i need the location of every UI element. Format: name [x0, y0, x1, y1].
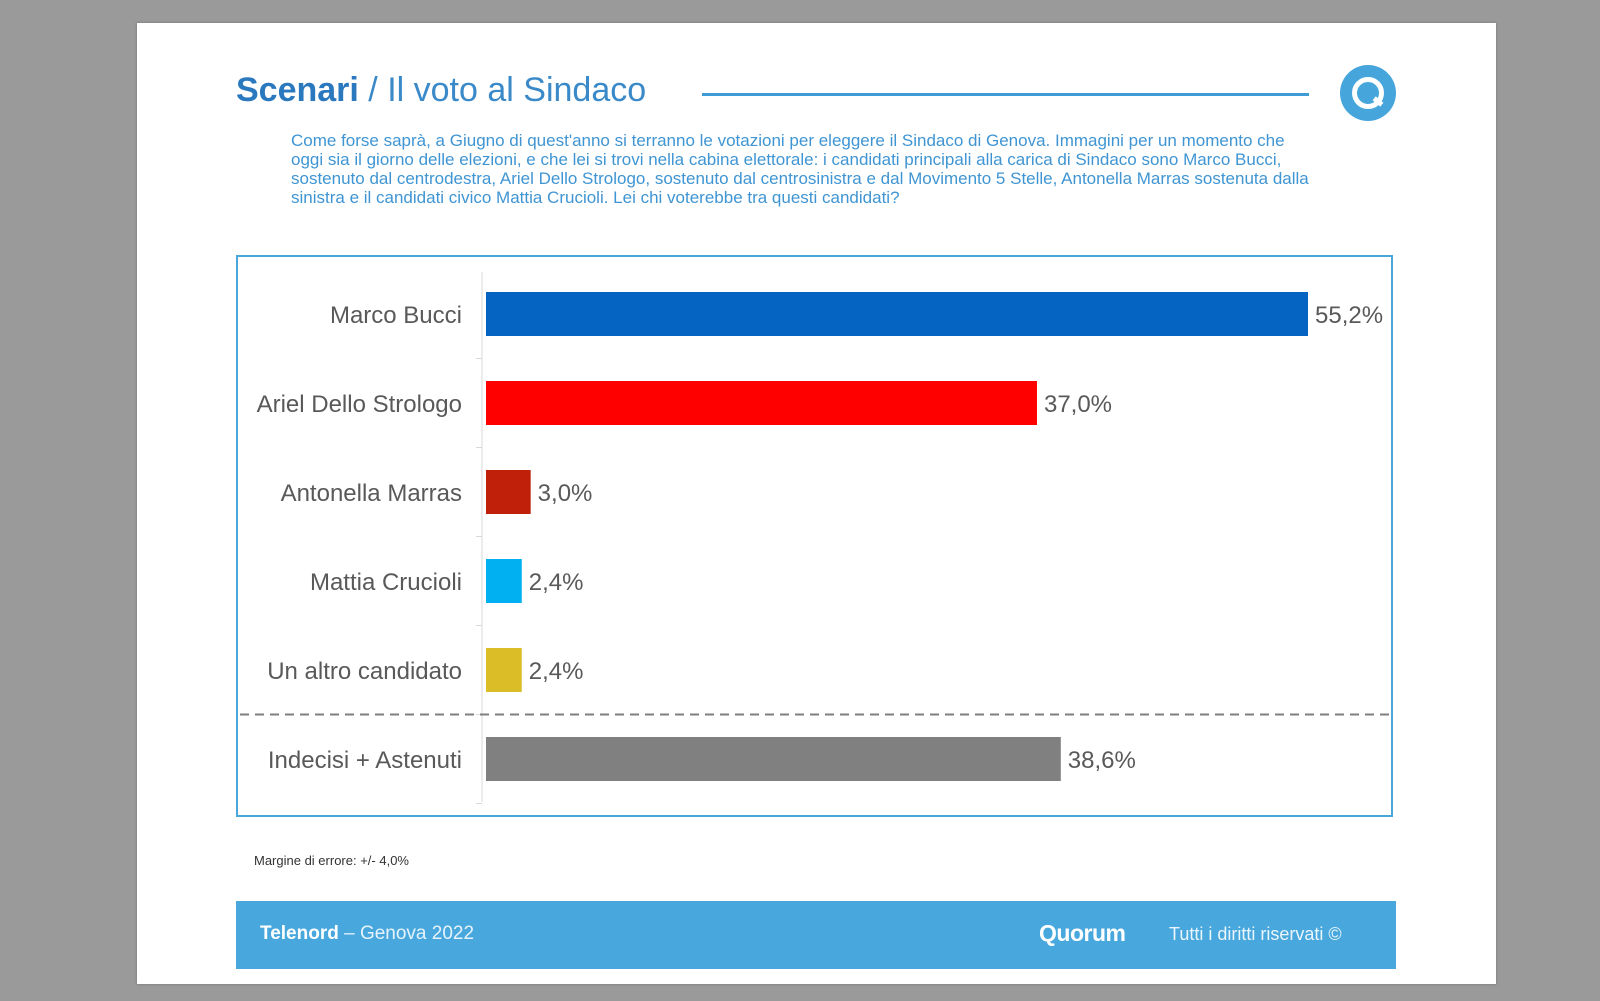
footer-rights: Tutti i diritti riservati ©: [1169, 924, 1342, 944]
category-label: Ariel Dello Strologo: [257, 391, 462, 418]
data-label: 38,6%: [1068, 747, 1136, 774]
survey-question: Come forse saprà, a Giugno di quest'anno…: [291, 131, 1309, 207]
footer-brand: Telenord: [260, 923, 339, 944]
bar-3: [486, 470, 531, 514]
category-label: Mattia Crucioli: [310, 569, 462, 596]
bar-1: [486, 292, 1308, 336]
page-title: Scenari / Il voto al Sindaco: [236, 71, 646, 110]
bar-5: [486, 648, 522, 692]
title-strong: Scenari: [236, 71, 359, 109]
footer-credit: Telenord – Genova 2022: [260, 923, 474, 945]
footer-bar: Telenord – Genova 2022 Quorum Tutti i di…: [236, 901, 1396, 969]
data-label: 3,0%: [538, 480, 593, 507]
chart-frame: Marco Bucci 55,2% Ariel Dello Strologo 37,0…: [236, 255, 1393, 817]
data-label: 2,4%: [529, 658, 584, 685]
category-label: Un altro candidato: [267, 658, 462, 685]
data-label: 55,2%: [1315, 302, 1383, 329]
category-label: Indecisi + Astenuti: [268, 747, 462, 774]
bar-6: [486, 737, 1061, 781]
bar-chart: Marco Bucci 55,2% Ariel Dello Strologo 37,0…: [240, 272, 1393, 804]
bar-4: [486, 559, 522, 603]
slide: Scenari / Il voto al Sindaco Come forse …: [137, 23, 1496, 984]
title-rest: / Il voto al Sindaco: [358, 71, 647, 109]
footer-subtitle: – Genova 2022: [338, 923, 475, 944]
data-label: 37,0%: [1044, 391, 1112, 418]
title-rule: [702, 93, 1309, 96]
data-label: 2,4%: [529, 569, 584, 596]
quorum-q-icon: [1340, 65, 1396, 121]
category-label: Antonella Marras: [281, 480, 462, 507]
quorum-logo: Quorum: [1039, 920, 1126, 946]
bar-2: [486, 381, 1037, 425]
margin-of-error-note: Margine di errore: +/- 4,0%: [254, 853, 409, 868]
category-label: Marco Bucci: [330, 302, 462, 329]
